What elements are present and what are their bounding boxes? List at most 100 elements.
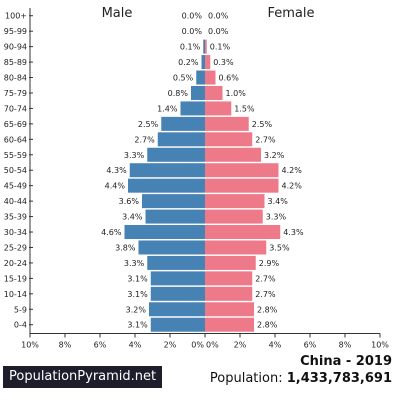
female-value-label: 2.7% bbox=[255, 274, 276, 283]
female-bar bbox=[205, 163, 279, 178]
age-label: 40-44 bbox=[4, 197, 27, 206]
female-value-label: 0.0% bbox=[208, 12, 229, 21]
female-bar bbox=[205, 317, 254, 332]
female-bar bbox=[205, 116, 249, 131]
female-value-label: 0.0% bbox=[208, 27, 229, 36]
male-bar bbox=[150, 286, 205, 301]
male-bar bbox=[203, 39, 205, 54]
x-tick-label: 2% bbox=[234, 340, 247, 349]
male-value-label: 1.4% bbox=[157, 104, 178, 113]
male-value-label: 3.1% bbox=[127, 290, 148, 299]
male-value-label: 3.3% bbox=[124, 259, 145, 268]
male-bar bbox=[180, 101, 205, 116]
female-value-label: 1.5% bbox=[234, 104, 255, 113]
male-value-label: 3.3% bbox=[124, 151, 145, 160]
male-value-label: 4.6% bbox=[101, 228, 122, 237]
male-value-label: 0.1% bbox=[180, 43, 201, 52]
population-label: Population: bbox=[209, 371, 283, 386]
female-value-label: 4.3% bbox=[283, 228, 304, 237]
male-bar bbox=[149, 302, 205, 317]
male-value-label: 3.1% bbox=[127, 321, 148, 330]
female-bar bbox=[205, 147, 261, 162]
female-value-label: 2.5% bbox=[252, 120, 273, 129]
age-label: 55-59 bbox=[4, 151, 27, 160]
male-bar bbox=[138, 240, 205, 255]
x-tick-label: 6% bbox=[94, 340, 107, 349]
age-label: 45-49 bbox=[4, 182, 27, 191]
female-bar bbox=[205, 271, 253, 286]
male-value-label: 3.4% bbox=[122, 213, 143, 222]
age-label: 15-19 bbox=[4, 274, 27, 283]
brand-logo[interactable]: PopulationPyramid.net bbox=[3, 366, 163, 388]
female-value-label: 2.8% bbox=[257, 321, 278, 330]
male-value-label: 3.1% bbox=[127, 274, 148, 283]
male-value-label: 2.7% bbox=[134, 135, 155, 144]
male-value-label: 0.2% bbox=[178, 58, 199, 67]
female-value-label: 4.2% bbox=[282, 166, 303, 175]
x-tick-label: 4% bbox=[269, 340, 282, 349]
male-bar bbox=[147, 147, 205, 162]
female-bar bbox=[205, 55, 211, 70]
female-value-label: 2.7% bbox=[255, 135, 276, 144]
female-value-label: 2.8% bbox=[257, 305, 278, 314]
x-tick-label: 10% bbox=[371, 340, 389, 349]
age-label: 0-4 bbox=[14, 321, 27, 330]
female-bar bbox=[205, 178, 279, 193]
age-label: 90-94 bbox=[4, 43, 27, 52]
male-value-label: 3.6% bbox=[119, 197, 140, 206]
male-value-label: 2.5% bbox=[138, 120, 159, 129]
male-bar bbox=[191, 85, 205, 100]
female-bar bbox=[205, 70, 216, 85]
age-label: 50-54 bbox=[4, 166, 27, 175]
male-value-label: 4.3% bbox=[106, 166, 127, 175]
male-value-label: 3.8% bbox=[115, 243, 136, 252]
male-bar bbox=[150, 271, 205, 286]
age-label: 80-84 bbox=[4, 74, 27, 83]
x-tick-label: 6% bbox=[304, 340, 317, 349]
age-label: 65-69 bbox=[4, 120, 27, 129]
age-label: 35-39 bbox=[4, 213, 27, 222]
female-value-label: 1.0% bbox=[226, 89, 247, 98]
male-bar bbox=[124, 225, 205, 240]
female-value-label: 4.2% bbox=[282, 182, 303, 191]
female-value-label: 3.4% bbox=[268, 197, 289, 206]
age-label: 75-79 bbox=[4, 89, 27, 98]
x-tick-label: 4% bbox=[129, 340, 142, 349]
female-bar bbox=[205, 39, 207, 54]
male-bar bbox=[201, 55, 205, 70]
x-tick-label: 8% bbox=[339, 340, 352, 349]
x-tick-label: 8% bbox=[59, 340, 72, 349]
female-bar bbox=[205, 101, 232, 116]
age-label: 70-74 bbox=[4, 104, 27, 113]
age-label: 10-14 bbox=[4, 290, 27, 299]
female-header: Female bbox=[267, 6, 314, 21]
age-label: 100+ bbox=[5, 12, 27, 21]
male-bar bbox=[150, 317, 205, 332]
age-label: 85-89 bbox=[4, 58, 27, 67]
female-bar bbox=[205, 194, 265, 209]
x-tick-label: 0% bbox=[206, 340, 219, 349]
male-bar bbox=[128, 178, 205, 193]
female-value-label: 3.2% bbox=[264, 151, 285, 160]
female-value-label: 2.7% bbox=[255, 290, 276, 299]
male-bar bbox=[129, 163, 205, 178]
male-bar bbox=[157, 132, 205, 147]
age-label: 95-99 bbox=[4, 27, 27, 36]
female-bar bbox=[205, 85, 223, 100]
female-bar bbox=[205, 240, 267, 255]
female-value-label: 3.5% bbox=[269, 243, 290, 252]
age-label: 25-29 bbox=[4, 243, 27, 252]
female-bar bbox=[205, 255, 256, 270]
female-value-label: 0.6% bbox=[219, 74, 240, 83]
female-bar bbox=[205, 132, 253, 147]
male-header: Male bbox=[102, 6, 133, 21]
age-label: 20-24 bbox=[4, 259, 27, 268]
x-tick-label: 10% bbox=[21, 340, 39, 349]
x-tick-label: 2% bbox=[164, 340, 177, 349]
x-tick-label: 0% bbox=[191, 340, 204, 349]
population-pyramid-chart: 100+ 0.0% 0.0% 95-99 0.0% 0.0% 90-94 0.1% 0.1% 85… bbox=[4, 6, 390, 349]
female-value-label: 0.1% bbox=[210, 43, 231, 52]
male-bar bbox=[142, 194, 205, 209]
female-bar bbox=[205, 225, 281, 240]
female-bar bbox=[205, 302, 254, 317]
